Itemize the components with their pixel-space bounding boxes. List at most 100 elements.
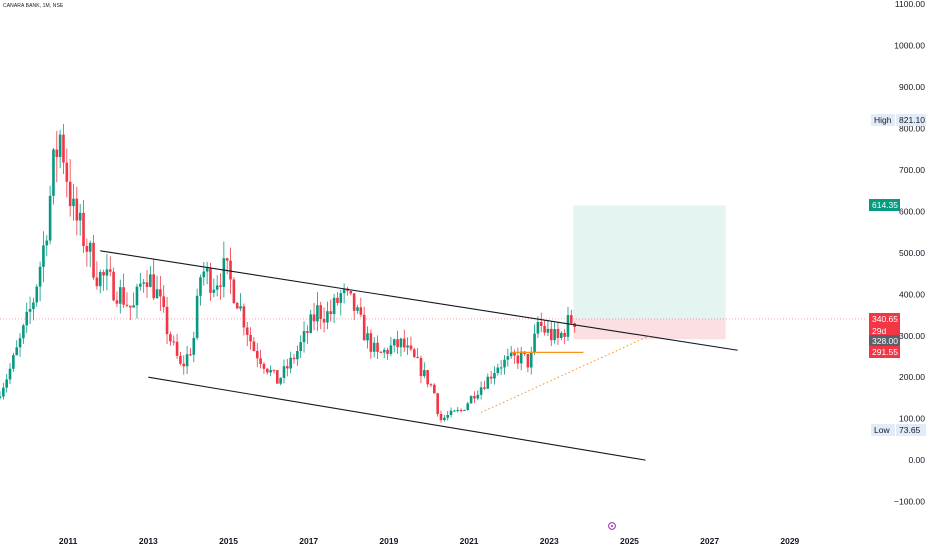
candle-up xyxy=(25,311,29,326)
time-tick-label: 2027 xyxy=(700,536,719,546)
candle-down xyxy=(129,305,132,308)
candle-up xyxy=(18,338,22,348)
price-tick-label: 800.00 xyxy=(899,124,925,134)
ticker-title: CANARA BANK, 1M, NSE xyxy=(3,3,64,9)
candle-up xyxy=(392,339,396,346)
candle-down xyxy=(543,325,546,333)
candle-down xyxy=(526,353,530,368)
candle-up xyxy=(519,351,523,364)
candle-down xyxy=(75,198,79,221)
candle-down xyxy=(556,329,560,338)
candle-down xyxy=(433,384,436,394)
candle-down xyxy=(539,321,543,326)
candle-up xyxy=(509,352,513,357)
candle-down xyxy=(232,279,236,303)
time-tick-label: 2019 xyxy=(379,536,398,546)
candle-up xyxy=(453,410,456,412)
candle-up xyxy=(406,345,409,348)
candles xyxy=(0,123,576,423)
price-tick-label: 600.00 xyxy=(899,206,925,216)
candle-up xyxy=(529,352,533,368)
candle-up xyxy=(469,396,473,404)
candle-up xyxy=(486,376,490,389)
candle-down xyxy=(115,300,119,304)
event-marker-icon[interactable] xyxy=(608,522,616,530)
candle-up xyxy=(199,277,202,296)
candle-down xyxy=(563,332,566,337)
candle-up xyxy=(546,328,550,333)
price-tag: 73.65 xyxy=(896,423,926,436)
candle-down xyxy=(513,352,516,356)
candle-up xyxy=(332,297,336,315)
candle-up xyxy=(493,373,496,379)
candle-down xyxy=(82,212,85,247)
candle-up xyxy=(195,295,199,338)
candle-up xyxy=(78,212,82,221)
candle-up xyxy=(553,329,556,341)
candle-up xyxy=(366,333,369,341)
time-tick-label: 2023 xyxy=(540,536,559,546)
candle-up xyxy=(72,198,75,207)
candle-up xyxy=(32,302,35,310)
candle-up xyxy=(503,359,506,368)
candle-down xyxy=(165,306,169,335)
candle-up xyxy=(0,396,2,398)
candle-down xyxy=(359,307,363,315)
candle-down xyxy=(252,341,256,351)
candle-down xyxy=(436,393,439,414)
candle-down xyxy=(349,290,353,294)
candle-up xyxy=(135,286,139,306)
candle-down xyxy=(189,354,192,356)
candle-down xyxy=(95,277,99,287)
candle-up xyxy=(202,271,206,278)
time-tick-label: 2011 xyxy=(59,536,78,546)
candle-up xyxy=(88,242,92,252)
price-tick-label: 400.00 xyxy=(899,289,925,299)
candle-down xyxy=(286,366,289,369)
candle-up xyxy=(12,355,15,369)
candle-down xyxy=(386,349,389,354)
price-tick-label: 1000.00 xyxy=(894,41,925,51)
candle-up xyxy=(132,305,135,308)
price-tick-label: 700.00 xyxy=(899,165,925,175)
candle-down xyxy=(412,349,416,357)
candle-down xyxy=(262,363,266,369)
candle-down xyxy=(549,328,553,341)
candle-down xyxy=(276,370,279,384)
price-tick-label: 0.00 xyxy=(908,455,925,465)
candle-up xyxy=(479,387,483,395)
candle-down xyxy=(145,282,149,287)
candle-up xyxy=(279,377,282,384)
candle-up xyxy=(299,342,302,352)
candle-down xyxy=(209,268,212,293)
candle-down xyxy=(319,305,323,319)
candle-up xyxy=(52,149,55,196)
candle-down xyxy=(125,304,129,306)
candle-up xyxy=(456,409,460,411)
time-tick-label: 2017 xyxy=(299,536,318,546)
candle-down xyxy=(245,327,249,335)
candle-up xyxy=(536,321,540,334)
candle-down xyxy=(322,318,326,323)
candle-down xyxy=(112,271,115,301)
candle-down xyxy=(55,149,59,157)
candle-down xyxy=(396,339,399,348)
price-tag: 340.65 xyxy=(869,312,900,325)
time-tick-label: 2025 xyxy=(620,536,639,546)
candle-up xyxy=(399,338,403,348)
candle-up xyxy=(2,387,5,397)
candle-up xyxy=(98,271,102,287)
candle-down xyxy=(483,387,486,389)
candle-up xyxy=(15,347,19,356)
price-tick-label: 100.00 xyxy=(899,414,925,424)
candle-down xyxy=(175,341,179,356)
candle-up xyxy=(463,409,466,411)
candle-up xyxy=(566,315,570,337)
candle-down xyxy=(229,260,232,280)
candle-up xyxy=(269,370,272,373)
candle-up xyxy=(35,286,39,303)
candle-down xyxy=(426,370,429,385)
candle-up xyxy=(326,311,329,323)
candle-down xyxy=(352,293,356,311)
